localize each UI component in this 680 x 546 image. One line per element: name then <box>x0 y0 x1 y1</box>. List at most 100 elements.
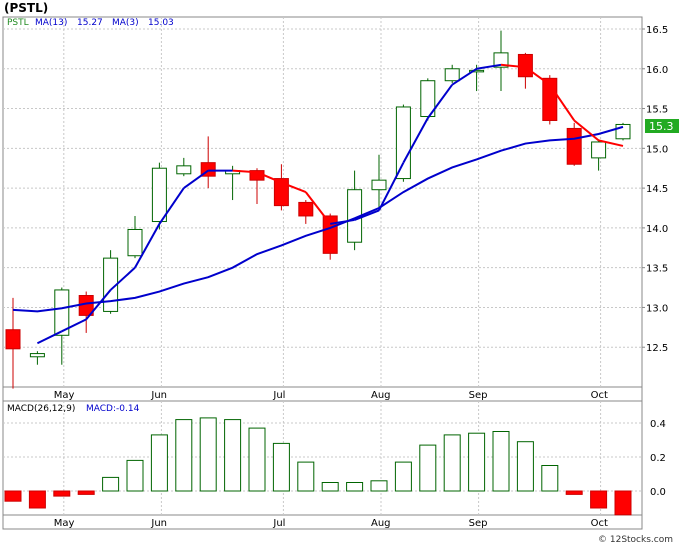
candle-body <box>493 52 509 68</box>
candle-body <box>127 228 143 257</box>
last-price-label: 15.3 <box>649 120 674 133</box>
ma3-segment <box>36 330 63 345</box>
month-label: Jul <box>272 390 285 401</box>
candle-body <box>566 127 582 165</box>
price-tick-label: 13.0 <box>646 303 668 314</box>
ma3-segment <box>402 117 429 164</box>
ma3-segment <box>256 171 282 184</box>
candle-body <box>54 289 70 336</box>
ma3-segment <box>598 139 624 147</box>
macd-bar <box>272 442 290 492</box>
ma3-segment <box>183 169 209 189</box>
candle-body <box>322 215 338 254</box>
ma3-segment <box>426 84 454 119</box>
month-label: May <box>54 390 75 401</box>
macd-bar <box>541 465 559 492</box>
moving-average-layer <box>12 63 624 345</box>
price-panel-frame <box>2 16 643 388</box>
candle-body <box>517 53 533 78</box>
macd-bar <box>224 419 242 492</box>
macd-bar <box>77 490 95 495</box>
macd-legend-label: MACD(26,12,9) <box>7 404 75 414</box>
ma3-segment <box>305 191 331 225</box>
macd-month-label: Aug <box>371 518 391 529</box>
macd-bar <box>590 490 608 509</box>
macd-bar <box>248 427 266 492</box>
macd-legend-value: MACD:-0.14 <box>86 404 140 414</box>
macd-bar <box>4 490 22 502</box>
candle-body <box>29 353 45 358</box>
month-label: Oct <box>591 390 608 401</box>
macd-month-label: Oct <box>591 518 608 529</box>
macd-bars-layer <box>4 417 632 516</box>
candle-body <box>298 201 314 217</box>
macd-panel-frame <box>2 400 643 516</box>
ma3-segment <box>61 318 87 333</box>
ma3-segment <box>85 289 112 321</box>
macd-tick-label: 0.2 <box>650 453 666 464</box>
macd-bar <box>419 444 437 492</box>
price-tick-label: 16.5 <box>646 25 668 36</box>
macd-bar <box>443 434 461 492</box>
macd-bar <box>614 490 632 516</box>
month-label: Aug <box>371 390 391 401</box>
macd-bar <box>175 419 193 492</box>
candle-body <box>176 165 192 175</box>
ma3-segment <box>330 218 355 225</box>
ma3-segment <box>451 67 478 86</box>
macd-bar <box>394 461 412 492</box>
macd-bar <box>516 441 534 492</box>
ma3-segment <box>476 63 502 70</box>
price-tick-label: 14.5 <box>646 184 668 195</box>
price-tick-label: 12.5 <box>646 343 668 354</box>
macd-month-label: Jul <box>272 518 285 529</box>
price-tick-label: 15.0 <box>646 144 668 155</box>
price-tick-label: 16.0 <box>646 65 668 76</box>
macd-bar <box>321 482 339 492</box>
macd-bar <box>565 490 583 495</box>
price-tick-label: 13.5 <box>646 264 668 275</box>
candle-body <box>151 167 167 223</box>
candle-body <box>273 178 289 207</box>
macd-bar <box>297 461 315 492</box>
candle-body <box>371 179 387 191</box>
macd-bar <box>370 480 388 492</box>
macd-bar <box>346 482 364 492</box>
candle-body <box>5 329 21 350</box>
candle-body <box>615 123 631 140</box>
month-label: Sep <box>469 390 488 401</box>
ma3-segment <box>281 181 307 194</box>
macd-bar <box>126 459 144 492</box>
ma3-legend-label: MA(3) <box>112 18 139 28</box>
macd-tick-label: 0.4 <box>650 419 666 430</box>
ma3-segment <box>232 169 258 174</box>
ma3-segment <box>573 119 600 142</box>
chart-title: (PSTL) <box>4 1 49 15</box>
ma13-legend-value: 15.27 <box>77 18 103 28</box>
candle-body <box>395 106 411 180</box>
month-label: Jun <box>150 390 167 401</box>
macd-month-label: Sep <box>469 518 488 529</box>
ma3-segment <box>524 66 551 86</box>
candle-body <box>469 69 485 73</box>
candle-body <box>591 141 607 159</box>
ma3-segment <box>109 266 136 291</box>
macd-tick-label: 0.0 <box>650 487 666 498</box>
macd-bar <box>53 490 71 497</box>
watermark: © 12Stocks.com <box>598 535 673 545</box>
axis-labels: 12.5 13.0 13.5 14.0 14.5 15.0 15.5 16.0 16.5 May M… <box>54 25 668 529</box>
ma13-legend-label: MA(13) <box>35 18 67 28</box>
macd-month-label: Jun <box>150 518 167 529</box>
macd-bar <box>199 417 217 492</box>
price-tick-label: 15.5 <box>646 105 668 116</box>
last-price-box <box>645 119 679 133</box>
ma13-line <box>12 125 624 313</box>
ma3-segment <box>378 162 405 211</box>
candle-body <box>444 68 460 82</box>
date-axis-strip <box>2 386 643 402</box>
ma3-segment <box>158 187 185 225</box>
macd-bar <box>28 490 46 509</box>
price-tick-label: 14.0 <box>646 224 668 235</box>
macd-bar <box>492 431 510 492</box>
macd-bar <box>150 434 168 492</box>
